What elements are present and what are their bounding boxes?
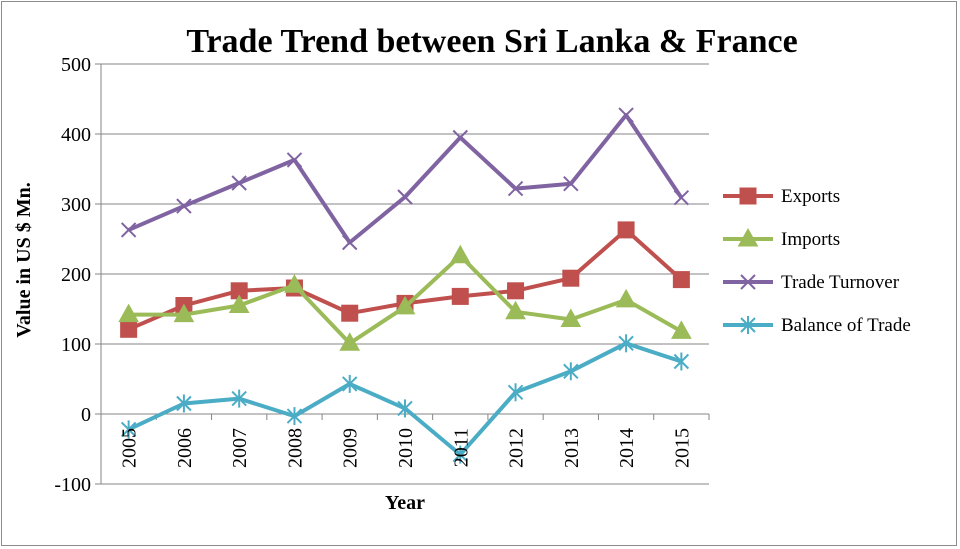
data-point xyxy=(618,107,634,123)
x-tick-label: 2014 xyxy=(616,428,638,468)
legend-swatch-marker xyxy=(740,316,756,334)
chart-title: Trade Trend between Sri Lanka & France xyxy=(186,23,797,60)
data-point xyxy=(284,274,305,293)
y-tick-labels: -100 0 100 200 300 400 500 xyxy=(54,54,91,496)
legend-item: Exports xyxy=(723,186,840,207)
legend-item: Trade Turnover xyxy=(723,272,900,293)
x-tick-labels: 2005 2006 2007 2008 2009 2010 2011 2012 2013 2014… xyxy=(119,428,694,468)
data-point xyxy=(451,287,469,305)
data-point xyxy=(286,152,303,168)
x-axis-title: Year xyxy=(385,492,425,514)
legend-label: Balance of Trade xyxy=(781,315,911,336)
y-tick-label: 500 xyxy=(61,54,91,76)
data-point xyxy=(671,320,692,339)
legend-swatch-marker xyxy=(739,187,757,205)
legend-label: Imports xyxy=(781,229,840,250)
data-point xyxy=(120,320,138,338)
series-imports xyxy=(118,244,692,351)
data-point xyxy=(397,399,413,418)
data-point xyxy=(228,294,250,313)
x-tick-label: 2008 xyxy=(284,428,306,468)
x-tick-label: 2007 xyxy=(229,428,251,468)
legend-label: Exports xyxy=(781,186,840,207)
legend: Exports Imports Trade Turnover Balance of T… xyxy=(723,186,911,336)
y-axis-title: Value in US $ Mn. xyxy=(13,182,35,337)
x-tick-label: 2015 xyxy=(671,428,693,468)
series-trade-turnover xyxy=(120,107,690,251)
data-point xyxy=(176,198,192,214)
data-point xyxy=(507,180,524,197)
data-point xyxy=(673,189,690,206)
data-point xyxy=(505,300,526,320)
x-tick-label: 2013 xyxy=(561,428,583,468)
data-point xyxy=(560,308,582,327)
data-point xyxy=(120,222,137,238)
data-point xyxy=(452,129,468,146)
data-point xyxy=(615,288,637,308)
x-tick-label: 2010 xyxy=(395,428,417,468)
data-point xyxy=(231,389,247,408)
data-point xyxy=(563,362,579,381)
y-tick-label: 300 xyxy=(61,194,91,216)
data-point xyxy=(339,332,361,351)
data-point xyxy=(618,334,634,353)
data-point xyxy=(394,295,416,315)
legend-swatch-marker xyxy=(737,227,759,247)
data-point xyxy=(673,352,690,371)
y-tick-label: 200 xyxy=(61,264,91,286)
series-exports xyxy=(120,221,690,338)
data-point xyxy=(176,394,192,413)
y-tick-label: 400 xyxy=(61,124,91,146)
data-point xyxy=(397,189,413,205)
data-point xyxy=(342,234,358,251)
legend-label: Trade Turnover xyxy=(781,272,900,293)
data-point xyxy=(452,445,468,464)
data-point xyxy=(562,269,580,287)
data-point xyxy=(286,407,303,426)
y-tick-label: 0 xyxy=(81,404,91,426)
data-point xyxy=(120,420,137,439)
x-tick-label: 2011 xyxy=(450,428,472,467)
x-tick-label: 2006 xyxy=(174,428,196,468)
data-point xyxy=(342,374,358,393)
series-group xyxy=(118,107,692,464)
data-point xyxy=(449,244,471,264)
data-point xyxy=(617,221,635,239)
data-point xyxy=(341,304,359,322)
x-tick-label: 2009 xyxy=(340,428,362,468)
data-point xyxy=(231,175,247,191)
x-tick-label: 2005 xyxy=(119,428,141,468)
y-tick-label: -100 xyxy=(54,474,91,496)
data-point xyxy=(118,303,139,323)
legend-item: Balance of Trade xyxy=(723,315,911,336)
legend-swatch-marker xyxy=(740,274,756,290)
data-point xyxy=(173,303,195,323)
data-point xyxy=(507,282,525,300)
data-point xyxy=(507,383,524,402)
series-balance-of-trade xyxy=(120,334,690,464)
x-tick-label: 2012 xyxy=(506,428,528,468)
data-point xyxy=(563,175,579,192)
data-point xyxy=(672,271,690,289)
legend-item: Imports xyxy=(723,227,840,250)
y-tick-label: 100 xyxy=(61,334,91,356)
